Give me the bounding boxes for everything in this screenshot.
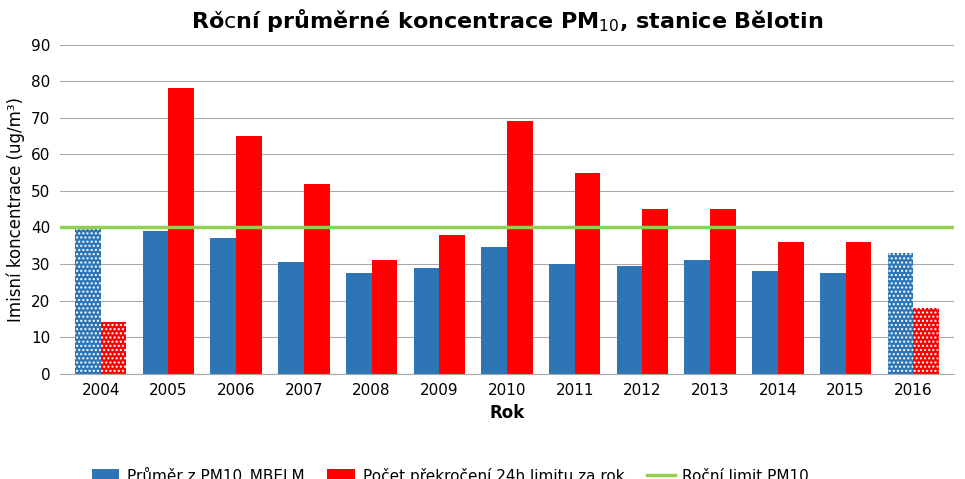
Bar xyxy=(345,273,372,374)
Title: Ro$\check{\rm c}$ní průměrné koncentrace PM$_{10}$, stanice Bělotin: Ro$\check{\rm c}$ní průměrné koncentrace… xyxy=(191,7,823,34)
Bar xyxy=(778,242,804,374)
Bar xyxy=(169,89,194,374)
Bar xyxy=(100,322,126,374)
Bar xyxy=(643,209,668,374)
Bar xyxy=(210,239,236,374)
Bar xyxy=(752,271,778,374)
Bar xyxy=(304,183,330,374)
Bar xyxy=(372,260,398,374)
Bar xyxy=(845,242,871,374)
X-axis label: Rok: Rok xyxy=(489,404,525,422)
Bar xyxy=(278,262,304,374)
Bar xyxy=(482,248,507,374)
Bar xyxy=(414,268,439,374)
Bar xyxy=(710,209,736,374)
Bar xyxy=(549,264,575,374)
Bar xyxy=(820,273,845,374)
Bar xyxy=(888,253,913,374)
Bar xyxy=(75,226,100,374)
Bar xyxy=(617,266,643,374)
Legend: Průměr z PM10_MBELM, Počet překročení 24h limitu za rok, Roční limit PM10: Průměr z PM10_MBELM, Počet překročení 24… xyxy=(86,461,815,479)
Bar xyxy=(439,235,465,374)
Bar xyxy=(684,260,710,374)
Bar xyxy=(913,308,939,374)
Bar xyxy=(507,121,533,374)
Bar xyxy=(143,231,169,374)
Y-axis label: Imisní koncentrace (ug/m³): Imisní koncentrace (ug/m³) xyxy=(7,97,25,321)
Bar xyxy=(236,136,262,374)
Bar xyxy=(575,172,600,374)
